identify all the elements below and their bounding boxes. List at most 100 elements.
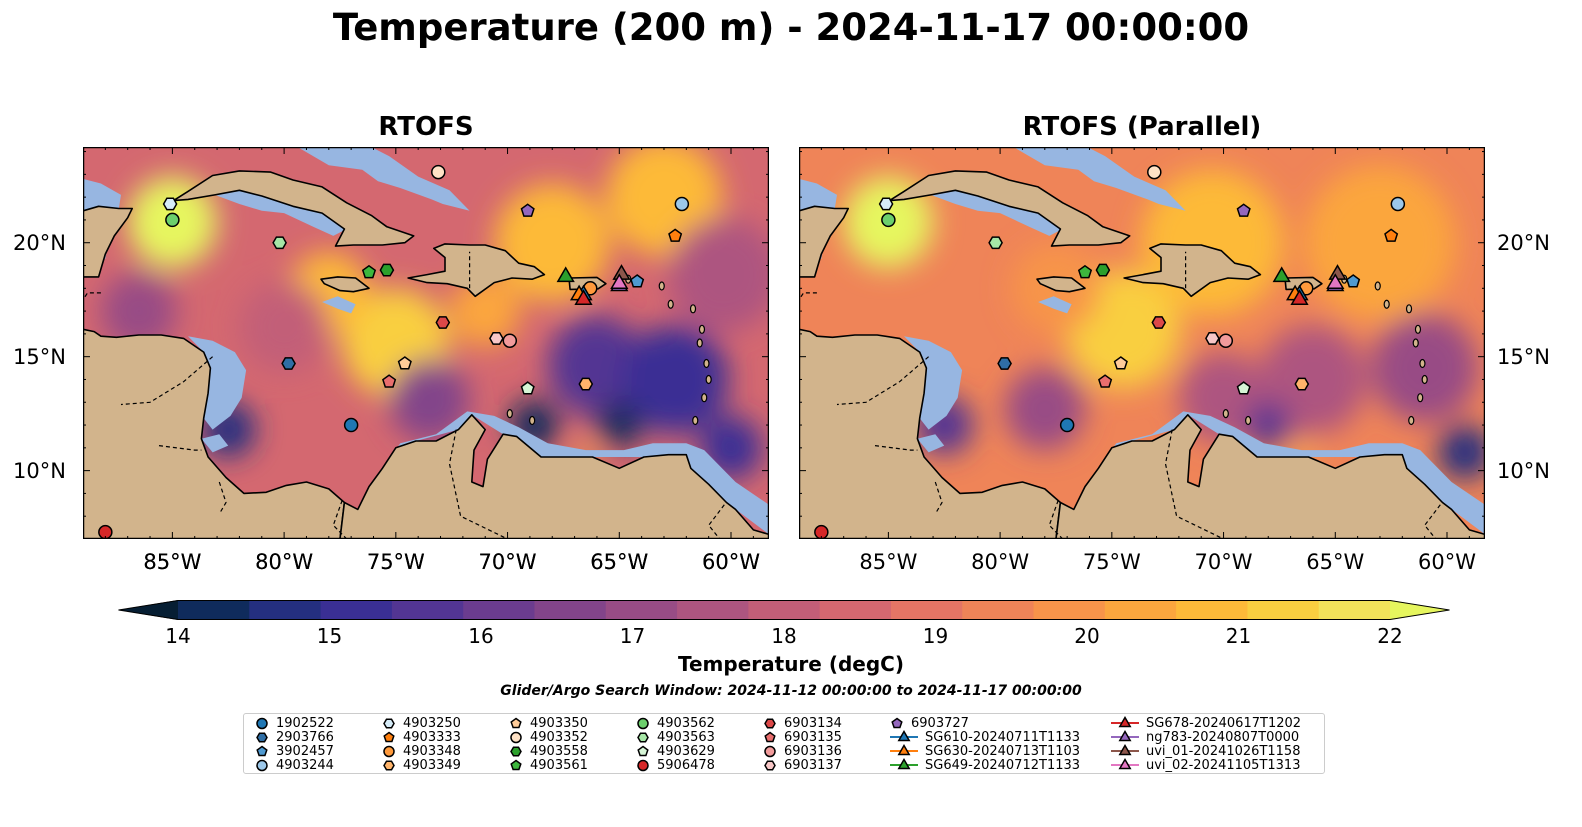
small-island bbox=[703, 358, 710, 369]
legend-float-icon bbox=[764, 760, 776, 771]
legend-label: 4903349 bbox=[403, 757, 461, 773]
y-tick-label: 20°N bbox=[1497, 230, 1550, 255]
legend-marker bbox=[383, 718, 395, 729]
shallow-bahamas bbox=[297, 147, 470, 211]
marker-4903244 bbox=[1390, 196, 1406, 212]
temperature-patch bbox=[389, 358, 470, 441]
legend-float-icon bbox=[510, 759, 522, 771]
marker-6903727 bbox=[1236, 203, 1251, 217]
legend-item: 1902522 bbox=[254, 716, 334, 731]
shallow-bahamas bbox=[1013, 147, 1186, 211]
legend-marker bbox=[1118, 758, 1132, 770]
x-tick-label: 75°W bbox=[366, 550, 425, 574]
colorbar-swatches bbox=[118, 600, 1450, 620]
small-island bbox=[689, 304, 697, 314]
x-tick-label: 70°W bbox=[478, 550, 537, 574]
legend-float-icon bbox=[764, 718, 776, 729]
x-tick-label: 80°W bbox=[971, 550, 1030, 574]
colorbar-band bbox=[463, 600, 536, 620]
marker-4903244 bbox=[674, 196, 690, 212]
marker-uvi_02-20241105T1313 bbox=[1326, 273, 1345, 289]
small-island bbox=[1374, 281, 1381, 291]
colorbar-tick-label: 15 bbox=[316, 624, 343, 648]
marker-4903558 bbox=[379, 263, 395, 277]
legend-glider-icon bbox=[1111, 716, 1139, 728]
legend-float-icon bbox=[510, 731, 522, 744]
legend-item: SG610-20240711T1133 bbox=[889, 729, 1081, 745]
map-panel-rtofs-parallel[interactable] bbox=[799, 147, 1485, 539]
temperature-patch bbox=[100, 272, 177, 350]
legend-label: 6903137 bbox=[784, 757, 842, 773]
legend-label: SG678-20240617T1202 bbox=[1146, 715, 1302, 731]
legend-label: SG649-20240712T1133 bbox=[925, 757, 1081, 773]
observation-markers bbox=[98, 164, 690, 539]
small-island bbox=[1405, 304, 1413, 314]
marker-SG678-20240617T1202 bbox=[1290, 289, 1309, 305]
legend-label: SG610-20240711T1133 bbox=[925, 729, 1081, 745]
colorbar bbox=[118, 600, 1450, 620]
legend-item: 6903134 bbox=[762, 715, 842, 731]
land-cuba bbox=[888, 170, 1131, 247]
marker-4903349 bbox=[1294, 377, 1310, 391]
legend-label: 6903135 bbox=[784, 729, 842, 745]
small-island bbox=[1408, 415, 1415, 426]
marker-4903250 bbox=[162, 197, 178, 211]
small-island bbox=[1421, 374, 1428, 385]
legend-marker bbox=[256, 717, 268, 730]
y-tick-label: 15°N bbox=[13, 344, 66, 369]
legend-label: 6903134 bbox=[784, 715, 842, 731]
small-island bbox=[1245, 415, 1252, 426]
legend-float-icon bbox=[637, 732, 649, 743]
legend-float-icon bbox=[256, 745, 268, 757]
legend-item: uvi_01-20241026T1158 bbox=[1110, 744, 1300, 759]
marker-4903563 bbox=[988, 236, 1003, 250]
legend-float-icon bbox=[510, 717, 522, 729]
x-tick-label: 80°W bbox=[255, 550, 314, 574]
marker-2903766 bbox=[281, 357, 296, 370]
legend-label: 4903348 bbox=[403, 743, 461, 759]
legend-float-icon bbox=[764, 745, 776, 758]
legend-glider-icon bbox=[890, 730, 918, 742]
legend-float-icon bbox=[510, 746, 522, 757]
small-island bbox=[1412, 338, 1419, 348]
legend-label: 4903352 bbox=[530, 729, 588, 745]
colorbar-band bbox=[178, 600, 250, 620]
legend-marker bbox=[897, 758, 911, 770]
national-border bbox=[218, 481, 227, 515]
land-jamaica bbox=[320, 276, 370, 293]
marker-4903561 bbox=[361, 264, 377, 279]
legend-marker bbox=[383, 760, 395, 771]
x-tick-label: 70°W bbox=[478, 550, 537, 574]
x-tick-label: 65°W bbox=[1306, 550, 1365, 574]
marker-4903352 bbox=[431, 164, 446, 180]
marker-4903250 bbox=[878, 197, 894, 211]
legend-item: 6903727 bbox=[889, 716, 969, 731]
legend-label: 4903561 bbox=[530, 757, 588, 773]
marker-SG649-20240712T1133 bbox=[556, 266, 575, 283]
legend-float-icon bbox=[637, 759, 649, 772]
marker-4903561 bbox=[1077, 264, 1093, 279]
land-yucatan bbox=[799, 205, 849, 278]
legend-float-icon bbox=[383, 760, 395, 771]
shallow-mosquitia bbox=[188, 336, 247, 430]
legend-glider-icon bbox=[1111, 730, 1139, 742]
map-panel-rtofs[interactable] bbox=[83, 147, 769, 539]
x-tick-label: 70°W bbox=[1194, 550, 1253, 574]
colorbar-band bbox=[605, 600, 678, 620]
legend-item: uvi_02-20241105T1313 bbox=[1110, 758, 1300, 773]
legend-float-icon bbox=[256, 717, 268, 730]
small-island bbox=[692, 415, 699, 426]
land-centralAmerica bbox=[83, 328, 346, 539]
map-title-rtofs: RTOFS bbox=[378, 112, 474, 142]
legend-label: 3902457 bbox=[276, 743, 334, 759]
land-yucatan bbox=[83, 205, 133, 278]
legend-glider-icon bbox=[890, 744, 918, 756]
temperature-patch bbox=[1245, 402, 1291, 448]
temperature-patch bbox=[1371, 313, 1479, 423]
colorbar-tick-label: 16 bbox=[468, 624, 494, 648]
colorbar-band bbox=[1104, 600, 1177, 620]
land bbox=[83, 170, 769, 539]
legend-marker bbox=[637, 745, 649, 757]
national-border bbox=[707, 504, 725, 539]
shallow-nicaraguaShelf bbox=[917, 434, 945, 453]
